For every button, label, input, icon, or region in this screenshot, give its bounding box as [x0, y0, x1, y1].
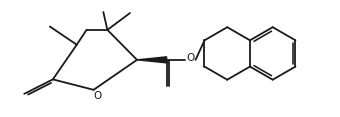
Text: O: O [94, 91, 102, 101]
Polygon shape [137, 57, 167, 63]
Text: O: O [186, 53, 195, 63]
